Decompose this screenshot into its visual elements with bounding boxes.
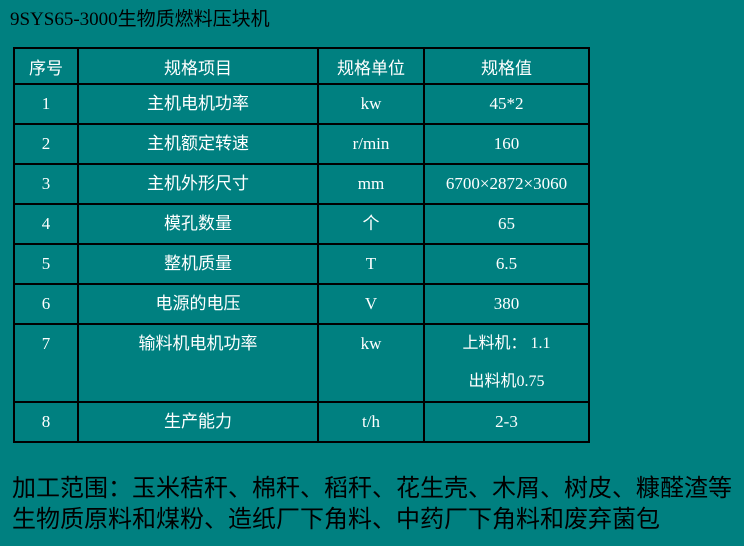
cell-spec-item: 主机额定转速 xyxy=(77,123,319,165)
table-row: 4 模孔数量 个 65 xyxy=(13,203,590,245)
cell-spec-unit: kw xyxy=(317,323,425,403)
cell-spec-value: 65 xyxy=(423,203,590,245)
cell-spec-unit: kw xyxy=(317,83,425,125)
cell-serial-number: 4 xyxy=(13,203,79,245)
table-header-row: 序号 规格项目 规格单位 规格值 xyxy=(13,47,590,85)
header-spec-unit: 规格单位 xyxy=(317,47,425,85)
cell-spec-value: 160 xyxy=(423,123,590,165)
cell-spec-value: 2-3 xyxy=(423,401,590,443)
processing-range-line: 生物质原料和煤粉、造纸厂下角料、中药厂下角料和废弃菌包 xyxy=(12,507,660,533)
table-row: 7 输料机电机功率 kw 上料机： 1.1 出料机0.75 xyxy=(13,323,590,403)
cell-spec-item: 整机质量 xyxy=(77,243,319,285)
table-row: 3 主机外形尺寸 mm 6700×2872×3060 xyxy=(13,163,590,205)
cell-spec-unit: T xyxy=(317,243,425,285)
spec-value-line: 上料机： 1.1 xyxy=(462,335,551,352)
table-row: 5 整机质量 T 6.5 xyxy=(13,243,590,285)
cell-spec-unit: mm xyxy=(317,163,425,205)
processing-range-line: 加工范围：玉米秸秆、棉秆、稻秆、花生壳、木屑、树皮、糠醛渣等 xyxy=(12,476,732,502)
table-row: 1 主机电机功率 kw 45*2 xyxy=(13,83,590,125)
cell-serial-number: 2 xyxy=(13,123,79,165)
cell-spec-unit: t/h xyxy=(317,401,425,443)
cell-spec-unit: r/min xyxy=(317,123,425,165)
header-spec-item: 规格项目 xyxy=(77,47,319,85)
cell-spec-item: 主机电机功率 xyxy=(77,83,319,125)
cell-spec-item: 模孔数量 xyxy=(77,203,319,245)
spec-value-line: 出料机0.75 xyxy=(468,373,545,390)
cell-spec-item: 电源的电压 xyxy=(77,283,319,325)
header-spec-value: 规格值 xyxy=(423,47,590,85)
table-row: 6 电源的电压 V 380 xyxy=(13,283,590,325)
cell-spec-item: 生产能力 xyxy=(77,401,319,443)
cell-spec-value: 上料机： 1.1 出料机0.75 xyxy=(423,323,590,403)
page-title: 9SYS65-3000生物质燃料压块机 xyxy=(10,9,270,30)
cell-spec-item: 输料机电机功率 xyxy=(77,323,319,403)
cell-spec-unit: V xyxy=(317,283,425,325)
cell-serial-number: 7 xyxy=(13,323,79,403)
cell-spec-item: 主机外形尺寸 xyxy=(77,163,319,205)
cell-serial-number: 8 xyxy=(13,401,79,443)
header-serial-number: 序号 xyxy=(13,47,79,85)
cell-spec-value: 380 xyxy=(423,283,590,325)
cell-spec-value: 45*2 xyxy=(423,83,590,125)
spec-table: 序号 规格项目 规格单位 规格值 1 主机电机功率 kw 45*2 2 主机额定… xyxy=(13,47,590,443)
processing-range-text: 加工范围：玉米秸秆、棉秆、稻秆、花生壳、木屑、树皮、糠醛渣等 生物质原料和煤粉、… xyxy=(12,474,732,536)
cell-spec-value: 6700×2872×3060 xyxy=(423,163,590,205)
cell-serial-number: 3 xyxy=(13,163,79,205)
cell-serial-number: 1 xyxy=(13,83,79,125)
cell-serial-number: 6 xyxy=(13,283,79,325)
cell-spec-unit: 个 xyxy=(317,203,425,245)
cell-serial-number: 5 xyxy=(13,243,79,285)
table-row: 8 生产能力 t/h 2-3 xyxy=(13,401,590,443)
table-row: 2 主机额定转速 r/min 160 xyxy=(13,123,590,165)
cell-spec-value: 6.5 xyxy=(423,243,590,285)
